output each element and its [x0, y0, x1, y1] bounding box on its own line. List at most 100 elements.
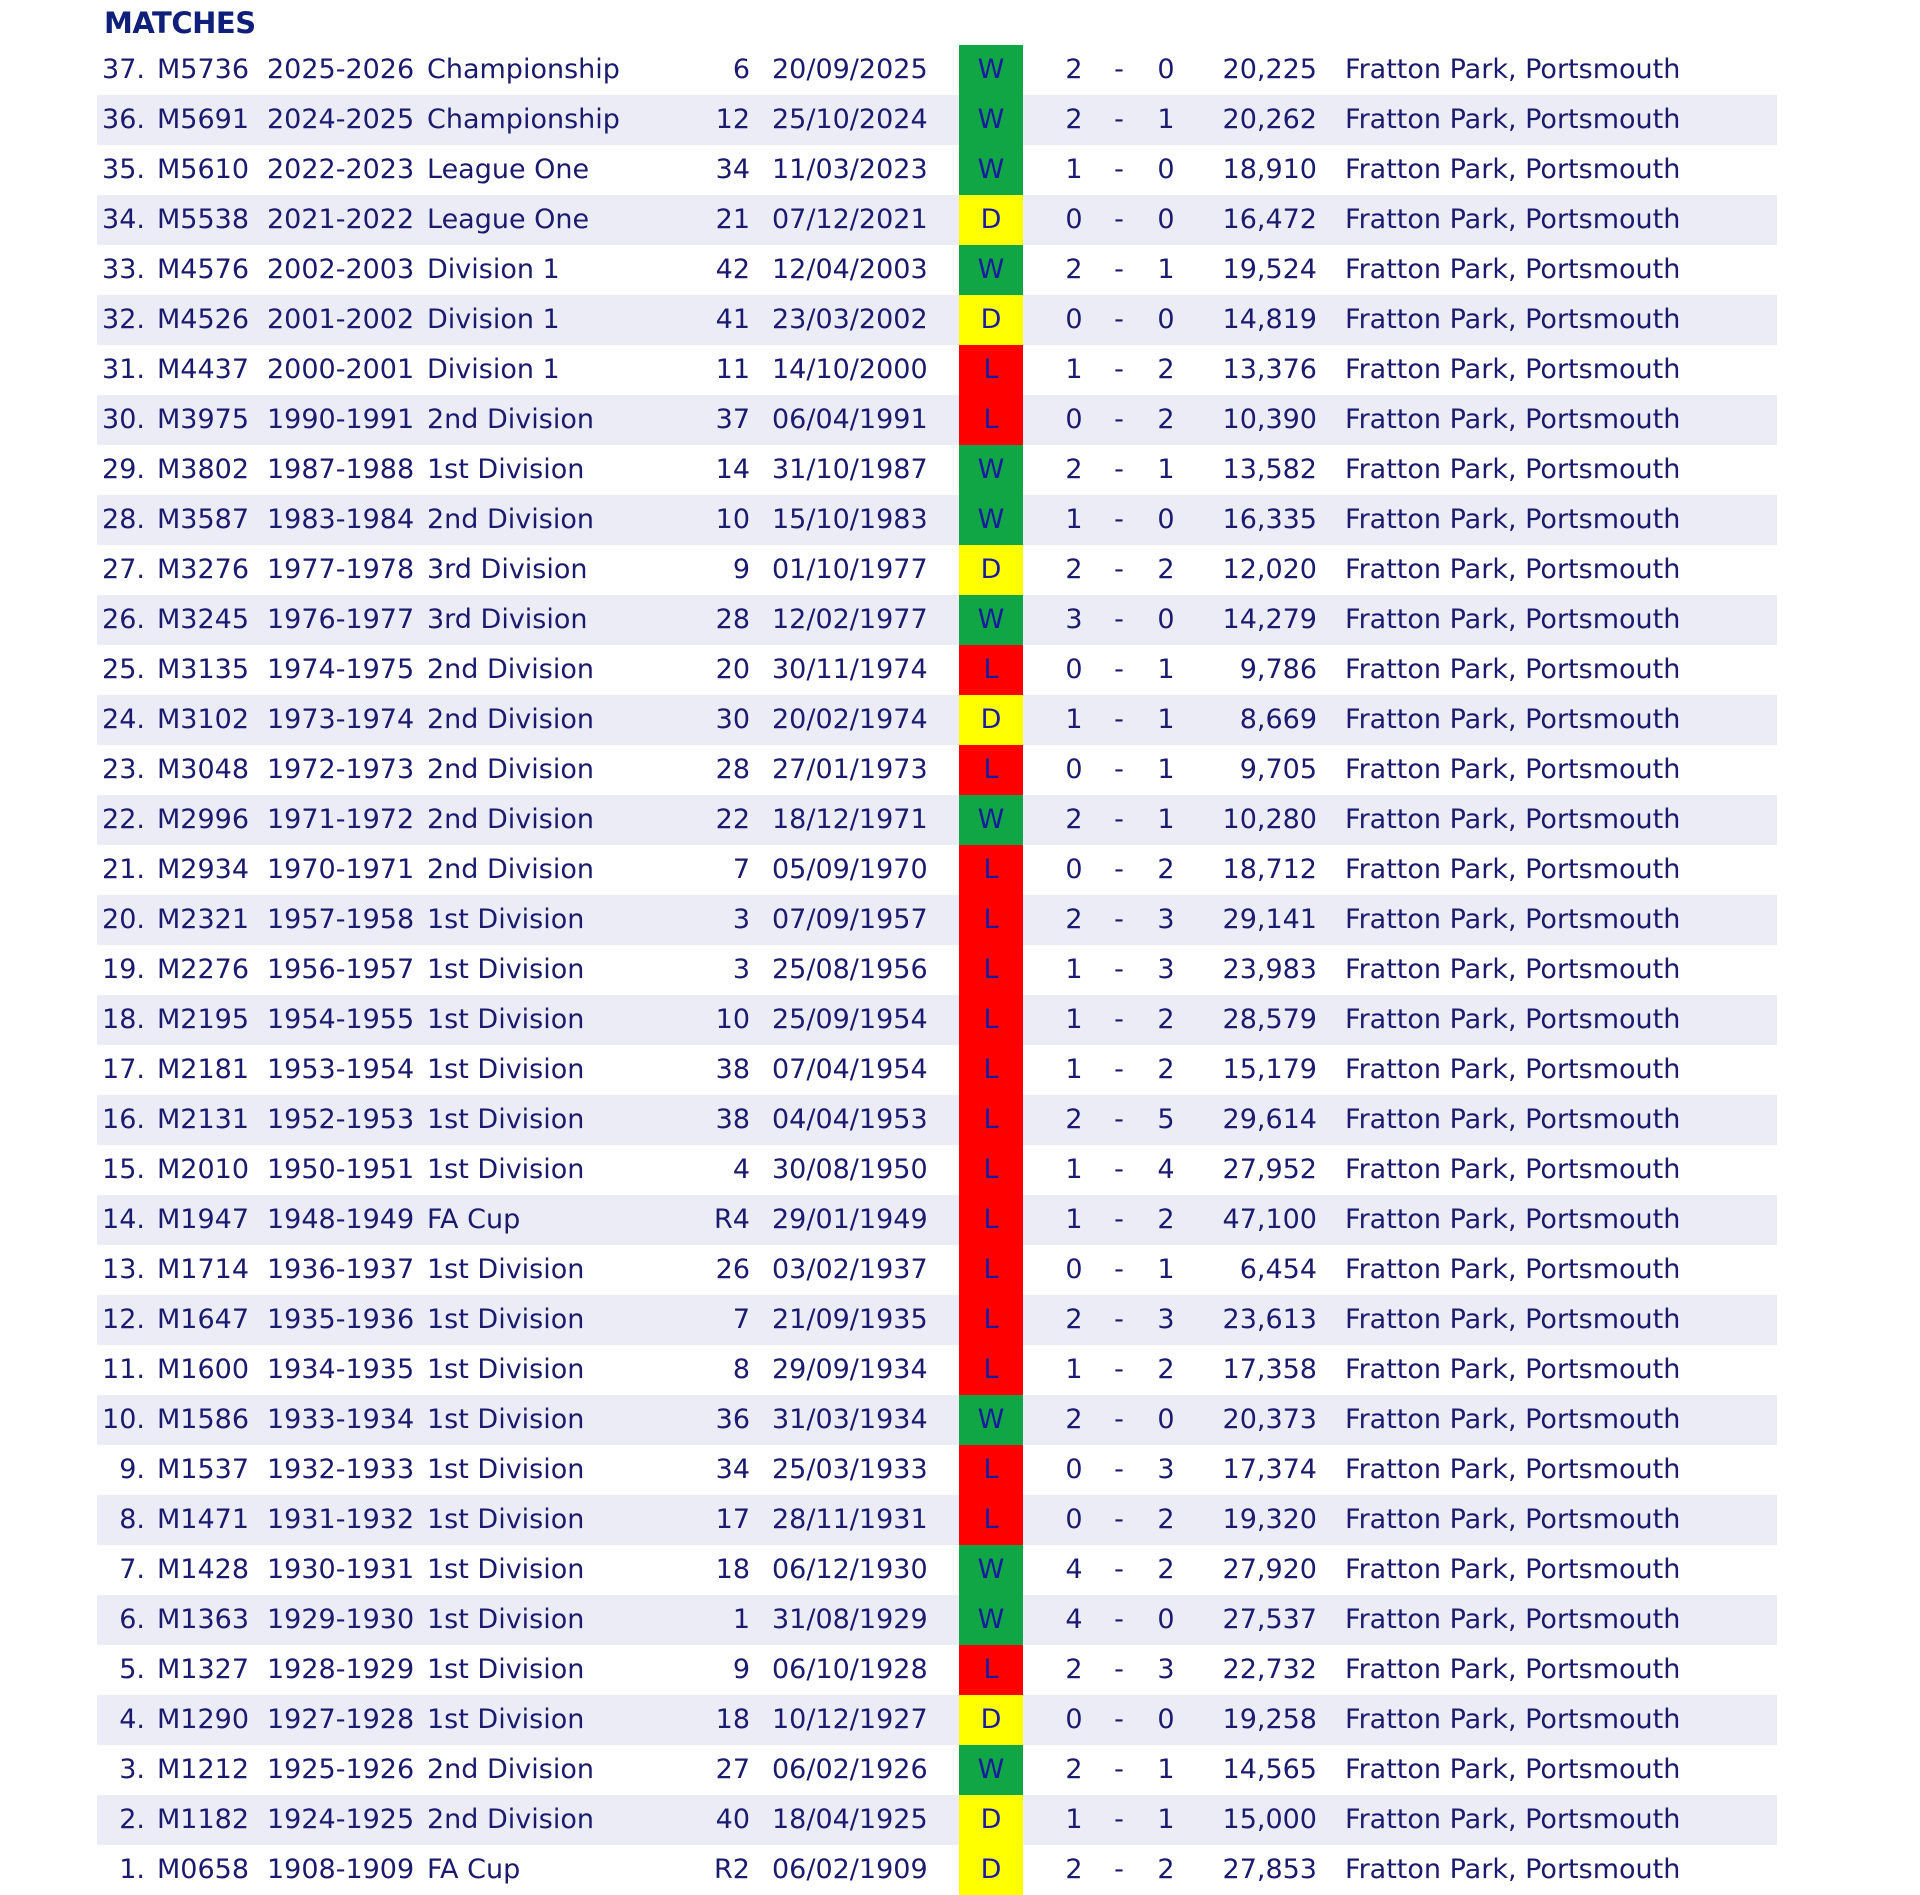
- table-row[interactable]: 28. M3587 1983-1984 2nd Division 10 15/1…: [97, 495, 1777, 545]
- table-row[interactable]: 22. M2996 1971-1972 2nd Division 22 18/1…: [97, 795, 1777, 845]
- away-score: 2: [1157, 354, 1175, 385]
- table-row[interactable]: 14. M1947 1948-1949 FA Cup R4 29/01/1949…: [97, 1195, 1777, 1245]
- match-code-link[interactable]: M2276: [157, 954, 250, 985]
- match-code-link[interactable]: M2996: [157, 804, 250, 835]
- table-row[interactable]: 34. M5538 2021-2022 League One 21 07/12/…: [97, 195, 1777, 245]
- table-row[interactable]: 31. M4437 2000-2001 Division 1 11 14/10/…: [97, 345, 1777, 395]
- table-row[interactable]: 23. M3048 1972-1973 2nd Division 28 27/0…: [97, 745, 1777, 795]
- venue: Fratton Park, Portsmouth: [1345, 1304, 1681, 1335]
- table-row[interactable]: 10. M1586 1933-1934 1st Division 36 31/0…: [97, 1395, 1777, 1445]
- match-code-link[interactable]: M5736: [157, 54, 250, 85]
- home-score: 1: [1065, 704, 1083, 735]
- table-row[interactable]: 29. M3802 1987-1988 1st Division 14 31/1…: [97, 445, 1777, 495]
- result-letter: D: [980, 204, 1002, 235]
- match-code-link[interactable]: M2010: [157, 1154, 250, 1185]
- match-code-link[interactable]: M3135: [157, 654, 250, 685]
- table-row[interactable]: 12. M1647 1935-1936 1st Division 7 21/09…: [97, 1295, 1777, 1345]
- table-row[interactable]: 21. M2934 1970-1971 2nd Division 7 05/09…: [97, 845, 1777, 895]
- result-letter: L: [983, 1104, 999, 1135]
- away-score: 3: [1157, 954, 1175, 985]
- table-row[interactable]: 3. M1212 1925-1926 2nd Division 27 06/02…: [97, 1745, 1777, 1795]
- table-row[interactable]: 2. M1182 1924-1925 2nd Division 40 18/04…: [97, 1795, 1777, 1845]
- season: 1948-1949: [267, 1204, 415, 1235]
- table-row[interactable]: 24. M3102 1973-1974 2nd Division 30 20/0…: [97, 695, 1777, 745]
- table-row[interactable]: 30. M3975 1990-1991 2nd Division 37 06/0…: [97, 395, 1777, 445]
- table-row[interactable]: 15. M2010 1950-1951 1st Division 4 30/08…: [97, 1145, 1777, 1195]
- result-letter: L: [983, 1354, 999, 1385]
- table-row[interactable]: 16. M2131 1952-1953 1st Division 38 04/0…: [97, 1095, 1777, 1145]
- match-code-link[interactable]: M1471: [157, 1504, 250, 1535]
- table-row[interactable]: 20. M2321 1957-1958 1st Division 3 07/09…: [97, 895, 1777, 945]
- match-code-link[interactable]: M1586: [157, 1404, 250, 1435]
- result-badge: L: [959, 645, 1023, 695]
- table-row[interactable]: 33. M4576 2002-2003 Division 1 42 12/04/…: [97, 245, 1777, 295]
- match-code-link[interactable]: M2131: [157, 1104, 250, 1135]
- result-badge: L: [959, 845, 1023, 895]
- match-code-link[interactable]: M1327: [157, 1654, 250, 1685]
- table-row[interactable]: 32. M4526 2001-2002 Division 1 41 23/03/…: [97, 295, 1777, 345]
- match-code-link[interactable]: M1714: [157, 1254, 250, 1285]
- table-row[interactable]: 7. M1428 1930-1931 1st Division 18 06/12…: [97, 1545, 1777, 1595]
- match-date: 06/02/1909: [772, 1854, 928, 1885]
- match-code-link[interactable]: M4576: [157, 254, 250, 285]
- matches-table: 37. M5736 2025-2026 Championship 6 20/09…: [97, 45, 1777, 1895]
- match-code-link[interactable]: M3975: [157, 404, 250, 435]
- match-code-link[interactable]: M5691: [157, 104, 250, 135]
- table-row[interactable]: 17. M2181 1953-1954 1st Division 38 07/0…: [97, 1045, 1777, 1095]
- table-row[interactable]: 13. M1714 1936-1937 1st Division 26 03/0…: [97, 1245, 1777, 1295]
- match-code-link[interactable]: M1212: [157, 1754, 250, 1785]
- result-badge: L: [959, 1045, 1023, 1095]
- table-row[interactable]: 27. M3276 1977-1978 3rd Division 9 01/10…: [97, 545, 1777, 595]
- match-code-link[interactable]: M3102: [157, 704, 250, 735]
- score-separator: -: [1114, 654, 1124, 685]
- match-code-link[interactable]: M1363: [157, 1604, 250, 1635]
- match-code-link[interactable]: M1600: [157, 1354, 250, 1385]
- match-code-link[interactable]: M2181: [157, 1054, 250, 1085]
- match-code-link[interactable]: M1428: [157, 1554, 250, 1585]
- match-code-link[interactable]: M5538: [157, 204, 250, 235]
- table-row[interactable]: 9. M1537 1932-1933 1st Division 34 25/03…: [97, 1445, 1777, 1495]
- match-code-link[interactable]: M1947: [157, 1204, 250, 1235]
- table-row[interactable]: 19. M2276 1956-1957 1st Division 3 25/08…: [97, 945, 1777, 995]
- match-code-link[interactable]: M3587: [157, 504, 250, 535]
- match-code-link[interactable]: M1290: [157, 1704, 250, 1735]
- table-row[interactable]: 26. M3245 1976-1977 3rd Division 28 12/0…: [97, 595, 1777, 645]
- table-row[interactable]: 35. M5610 2022-2023 League One 34 11/03/…: [97, 145, 1777, 195]
- match-code-link[interactable]: M4526: [157, 304, 250, 335]
- away-score: 3: [1157, 904, 1175, 935]
- match-code-link[interactable]: M0658: [157, 1854, 250, 1885]
- table-row[interactable]: 25. M3135 1974-1975 2nd Division 20 30/1…: [97, 645, 1777, 695]
- match-code-link[interactable]: M2321: [157, 904, 250, 935]
- match-code-link[interactable]: M3245: [157, 604, 250, 635]
- match-code-link[interactable]: M5610: [157, 154, 250, 185]
- match-code-link[interactable]: M1647: [157, 1304, 250, 1335]
- table-row[interactable]: 11. M1600 1934-1935 1st Division 8 29/09…: [97, 1345, 1777, 1395]
- away-score: 1: [1157, 1254, 1175, 1285]
- table-row[interactable]: 8. M1471 1931-1932 1st Division 17 28/11…: [97, 1495, 1777, 1545]
- match-code-link[interactable]: M4437: [157, 354, 250, 385]
- table-row[interactable]: 4. M1290 1927-1928 1st Division 18 10/12…: [97, 1695, 1777, 1745]
- home-score: 2: [1065, 1854, 1083, 1885]
- match-code-link[interactable]: M2934: [157, 854, 250, 885]
- season: 2002-2003: [267, 254, 415, 285]
- table-row[interactable]: 37. M5736 2025-2026 Championship 6 20/09…: [97, 45, 1777, 95]
- table-row[interactable]: 5. M1327 1928-1929 1st Division 9 06/10/…: [97, 1645, 1777, 1695]
- match-code-link[interactable]: M2195: [157, 1004, 250, 1035]
- season: 1930-1931: [267, 1554, 415, 1585]
- match-code-link[interactable]: M3802: [157, 454, 250, 485]
- table-row[interactable]: 36. M5691 2024-2025 Championship 12 25/1…: [97, 95, 1777, 145]
- match-code-link[interactable]: M3276: [157, 554, 250, 585]
- table-row[interactable]: 18. M2195 1954-1955 1st Division 10 25/0…: [97, 995, 1777, 1045]
- match-code-link[interactable]: M1537: [157, 1454, 250, 1485]
- match-code-link[interactable]: M3048: [157, 754, 250, 785]
- season: 1934-1935: [267, 1354, 415, 1385]
- competition: 2nd Division: [427, 654, 594, 685]
- table-row[interactable]: 6. M1363 1929-1930 1st Division 1 31/08/…: [97, 1595, 1777, 1645]
- score-separator: -: [1114, 1354, 1124, 1385]
- table-row[interactable]: 1. M0658 1908-1909 FA Cup R2 06/02/1909 …: [97, 1845, 1777, 1895]
- competition: 3rd Division: [427, 554, 588, 585]
- away-score: 0: [1157, 504, 1175, 535]
- match-code-link[interactable]: M1182: [157, 1804, 250, 1835]
- match-date: 27/01/1973: [772, 754, 928, 785]
- round: 40: [715, 1804, 750, 1835]
